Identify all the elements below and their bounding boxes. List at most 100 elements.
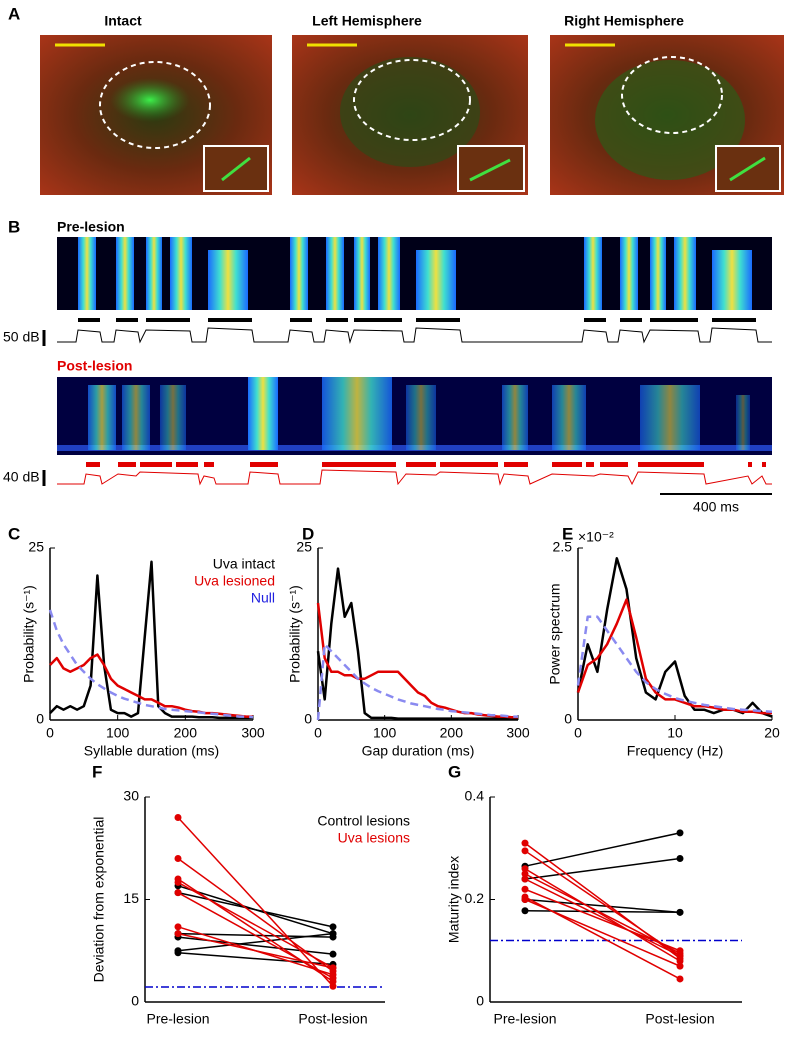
dot: [676, 855, 684, 862]
amplitude-trace: [57, 469, 772, 486]
legend-entry: Uva lesioned: [194, 573, 275, 589]
dot: [174, 949, 182, 957]
dot: [521, 865, 529, 873]
x-tick-label: 300: [506, 725, 530, 741]
panel-label: F: [92, 762, 102, 781]
y-tick-label: 0: [304, 711, 312, 727]
pair-line: [177, 857, 334, 972]
x-tick-label: 100: [373, 725, 397, 741]
y-axis-label: Power spectrum: [547, 583, 563, 684]
dot: [521, 907, 529, 915]
y-tick-label: 25: [296, 539, 312, 555]
y-axis-label: Probability (s⁻¹): [287, 585, 303, 683]
pair-line: [524, 850, 681, 957]
data-line: [316, 567, 518, 720]
dot: [676, 829, 684, 837]
dot: [676, 975, 684, 983]
dot: [174, 814, 182, 821]
pair-line: [177, 891, 334, 928]
dot: [329, 982, 337, 990]
dot: [676, 908, 684, 916]
dot: [676, 957, 684, 965]
dot: [676, 962, 684, 970]
panel-label: A: [8, 4, 20, 23]
x-tick-label: 100: [106, 725, 130, 741]
dot: [521, 893, 529, 901]
legend-entry: Uva intact: [213, 556, 275, 572]
y-tick-label: 25: [28, 539, 44, 555]
legend-entry: Null: [251, 590, 275, 606]
panel-label: B: [8, 217, 20, 236]
data-line: [576, 598, 772, 715]
data-line: [316, 602, 518, 719]
y-axis-label: Maturity index: [446, 856, 462, 943]
pair-line: [177, 816, 334, 987]
x-tick-label: 0: [314, 725, 322, 741]
y-tick-label: 0: [36, 711, 44, 727]
pair-line: [524, 868, 681, 962]
dot: [521, 875, 529, 883]
dot: [521, 885, 529, 893]
pair-line: [524, 857, 681, 880]
x-tick-label: 300: [241, 725, 265, 741]
pair-line: [524, 898, 681, 914]
x-tick-label: 20: [764, 725, 780, 741]
x-tick-label: 0: [574, 725, 582, 741]
y-tick-label: 0: [476, 993, 484, 1009]
image-title: Right Hemisphere: [564, 13, 684, 29]
data-line: [316, 643, 518, 721]
y-axis-label: Probability (s⁻¹): [21, 585, 37, 683]
dot: [676, 952, 684, 960]
scale-label: 400 ms: [693, 499, 739, 515]
scale-label: 50 dB: [3, 329, 40, 345]
pair-line: [177, 932, 334, 969]
legend-entry: Control lesions: [317, 813, 410, 829]
x-tick-label: Pre-lesion: [146, 1011, 209, 1027]
pair-line: [524, 896, 681, 980]
dot: [329, 974, 337, 982]
x-tick-label: Post-lesion: [645, 1011, 714, 1027]
image-title: Intact: [104, 13, 142, 29]
y-tick-label: 0: [131, 993, 139, 1009]
x-axis-label: Frequency (Hz): [627, 743, 723, 759]
data-line: [576, 557, 773, 718]
image-title: Left Hemisphere: [312, 13, 422, 29]
pair-line: [524, 878, 681, 957]
condition-label: Pre-lesion: [57, 219, 125, 235]
spectrogram: [57, 237, 772, 310]
panel-label: C: [8, 524, 20, 543]
pair-line: [524, 832, 681, 867]
data-line: [48, 609, 254, 719]
y-tick-label: 0.2: [465, 890, 485, 906]
dot: [174, 855, 182, 862]
dot: [174, 878, 182, 886]
y-multiplier: ×10⁻²: [578, 529, 614, 545]
dot: [329, 923, 337, 931]
dot: [174, 923, 182, 931]
panel-label: D: [302, 524, 314, 543]
dot: [329, 950, 337, 958]
y-tick-label: 15: [123, 890, 139, 906]
syllable-bars: [78, 318, 756, 322]
pair-line: [177, 932, 334, 952]
panel-label: E: [562, 524, 573, 543]
dot: [676, 947, 684, 955]
dot: [174, 889, 182, 897]
syllable-bars: [86, 462, 766, 467]
micrograph: [292, 35, 528, 195]
y-tick-label: 0: [564, 711, 572, 727]
scale-label: 40 dB: [3, 469, 40, 485]
pair-line: [177, 936, 334, 955]
y-tick-label: 30: [123, 788, 139, 804]
spectrogram: [57, 377, 772, 455]
y-axis-label: Deviation from exponential: [91, 817, 107, 983]
dot: [174, 930, 182, 938]
micrograph: [550, 35, 784, 195]
x-tick-label: 10: [667, 725, 683, 741]
condition-label: Post-lesion: [57, 358, 132, 374]
amplitude-trace: [57, 327, 772, 344]
x-tick-label: 0: [46, 725, 54, 741]
dot: [329, 964, 337, 972]
